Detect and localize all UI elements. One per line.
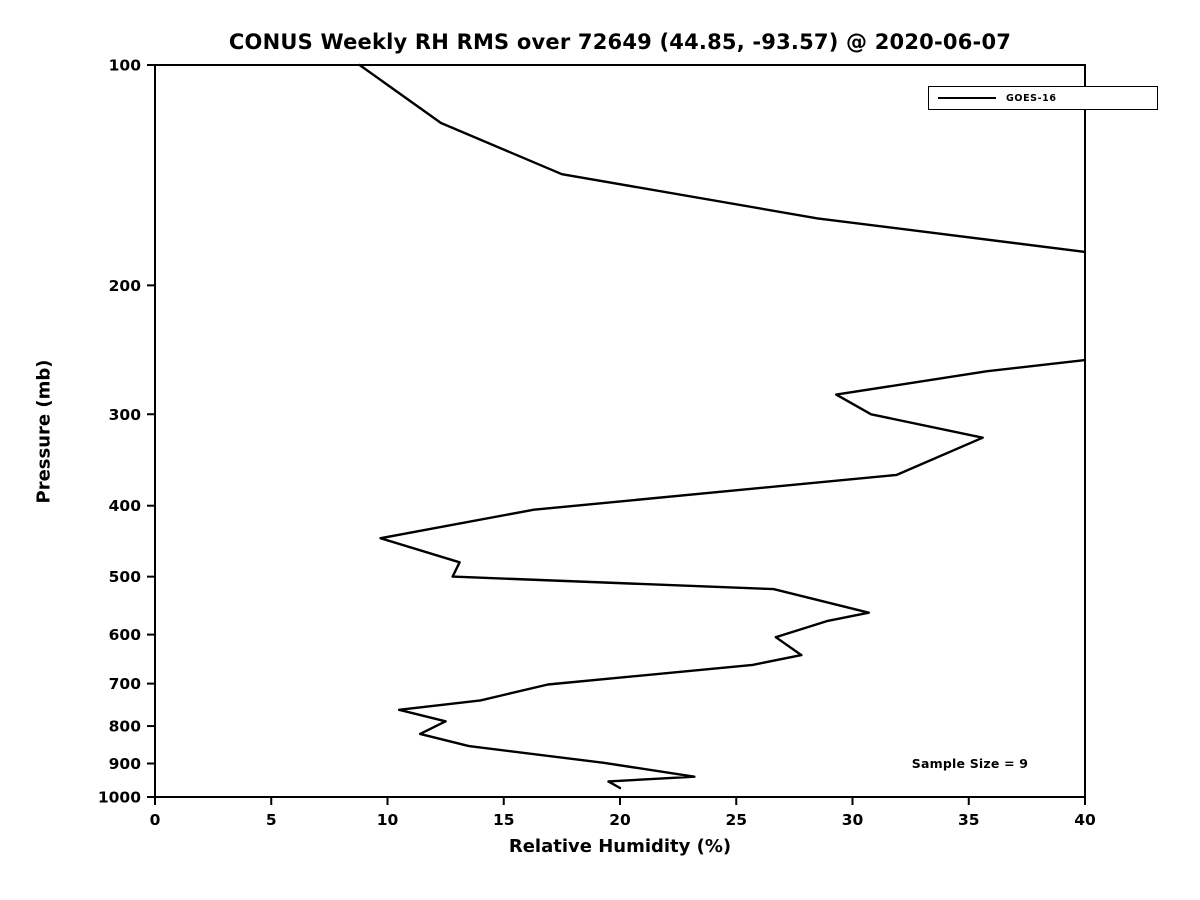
y-tick-label: 400 — [109, 497, 142, 515]
y-tick-label: 300 — [109, 406, 142, 424]
y-tick-label: 900 — [109, 755, 142, 773]
x-tick-label: 20 — [609, 811, 631, 829]
y-tick-label: 800 — [109, 718, 142, 736]
x-tick-label: 0 — [150, 811, 161, 829]
x-tick-label: 30 — [842, 811, 864, 829]
y-tick-label: 700 — [109, 675, 142, 693]
legend: GOES-16 — [928, 86, 1158, 110]
x-tick-label: 10 — [377, 811, 399, 829]
x-tick-label: 40 — [1074, 811, 1096, 829]
x-tick-label: 5 — [266, 811, 277, 829]
y-tick-label: 500 — [109, 568, 142, 586]
y-tick-label: 600 — [109, 626, 142, 644]
x-tick-label: 15 — [493, 811, 515, 829]
x-tick-label: 35 — [958, 811, 980, 829]
x-tick-label: 25 — [725, 811, 747, 829]
chart-title: CONUS Weekly RH RMS over 72649 (44.85, -… — [228, 30, 1012, 54]
x-axis-label: Relative Humidity (%) — [508, 836, 732, 857]
legend-label: GOES-16 — [1006, 92, 1057, 104]
y-tick-label: 1000 — [98, 789, 141, 807]
sample-size-annotation: Sample Size = 9 — [911, 756, 1029, 771]
series-line-goes-16 — [379, 358, 1087, 790]
y-tick-label: 100 — [109, 57, 142, 75]
y-axis-label: Pressure (mb) — [33, 359, 55, 504]
y-tick-label: 200 — [109, 277, 142, 295]
legend-line-sample — [938, 97, 996, 99]
series-line-goes-16 — [358, 63, 1087, 254]
